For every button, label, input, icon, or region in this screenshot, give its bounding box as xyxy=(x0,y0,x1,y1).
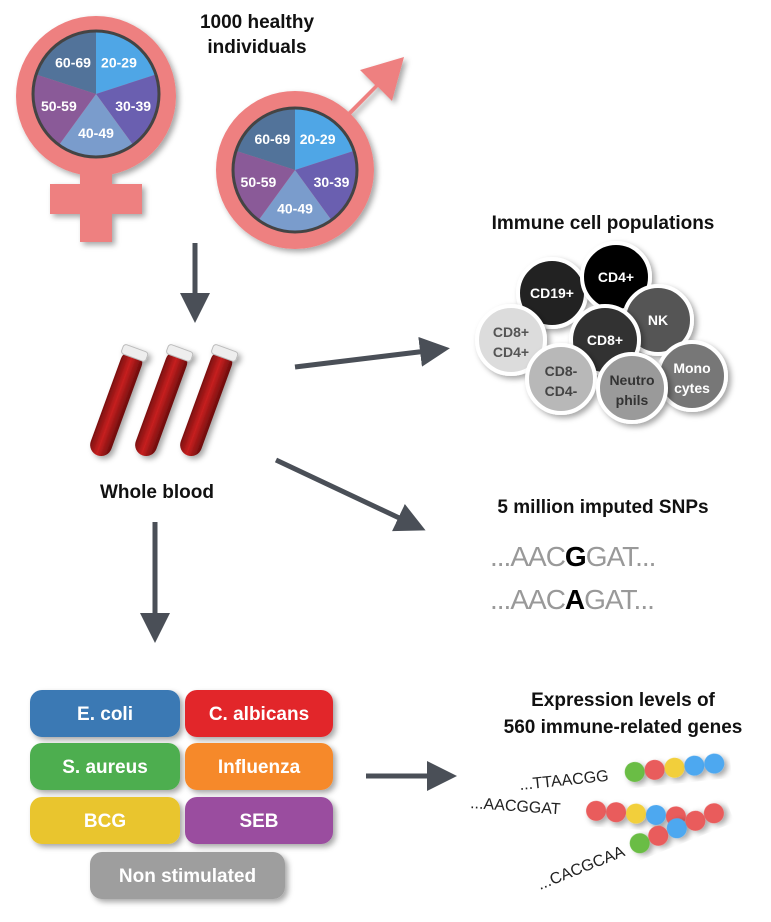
expression-title-line2: 560 immune-related genes xyxy=(504,717,743,738)
expression-dot xyxy=(666,818,687,839)
pie-outline xyxy=(31,29,161,159)
expression-dot xyxy=(645,804,666,825)
cell-label: CD4- xyxy=(545,383,578,399)
pie-slice-50-59 xyxy=(33,74,96,145)
cell-label: CD8+ xyxy=(493,324,529,340)
age-label: 40-49 xyxy=(78,125,114,141)
pie-outline xyxy=(231,106,359,234)
stimulus-label: S. aureus xyxy=(62,757,148,778)
expression-dot xyxy=(606,802,627,823)
age-label: 60-69 xyxy=(254,131,290,147)
cell-label: phils xyxy=(616,392,649,408)
immune-title: Immune cell populations xyxy=(492,213,715,234)
expression-dot xyxy=(685,810,706,831)
cell-label: NK xyxy=(648,312,668,328)
expression-dot xyxy=(684,755,705,776)
cell-cd8cd4: CD8+ CD4+ xyxy=(475,304,547,376)
svg-text:...AACAGAT...: ...AACAGAT... xyxy=(490,584,654,615)
pie-slice-30-39 xyxy=(96,74,159,145)
pie-slice-60-69 xyxy=(236,108,295,170)
expression-dot xyxy=(648,825,669,846)
pie-slice-20-29 xyxy=(295,108,354,170)
stimulus-e-coli: E. coli xyxy=(30,690,180,737)
stimulus-s-aureus: S. aureus xyxy=(30,743,180,790)
stimulus-label: Non stimulated xyxy=(119,866,256,887)
stimulus-label: SEB xyxy=(239,811,278,832)
cell-nk: NK xyxy=(622,284,694,356)
cell-cd8cd4: CD8- CD4- xyxy=(525,343,597,415)
pie-slice-30-39 xyxy=(295,150,357,221)
expression-dot xyxy=(704,753,725,774)
gene-string: ...AACGGAT xyxy=(459,795,710,831)
stimuli-panel: E. coli C. albicans S. aureus Influenza BCG S… xyxy=(30,690,333,899)
cell-label: CD4+ xyxy=(493,344,529,360)
snp-sequence-2: ...AACAGAT... xyxy=(490,584,655,615)
cohort-title-line2: individuals xyxy=(207,37,306,58)
gene-sequence: ...CACGCAA xyxy=(535,843,627,894)
age-label: 50-59 xyxy=(41,98,77,114)
stimulus-label: Influenza xyxy=(218,757,301,778)
stimulus-seb: SEB xyxy=(185,797,333,844)
expression-dot xyxy=(644,759,665,780)
snps-title: 5 million imputed SNPs xyxy=(497,497,708,518)
cohort-title-line1: 1000 healthy xyxy=(200,12,314,33)
cell-label: Neutro xyxy=(609,372,654,388)
stimulus-label: E. coli xyxy=(77,704,133,725)
stimulus-label: C. albicans xyxy=(209,704,309,725)
stimulus-non-stimulated: Non stimulated xyxy=(90,852,285,899)
arrow-to-snps xyxy=(274,457,426,532)
age-label: 30-39 xyxy=(314,174,350,190)
expression-dot xyxy=(586,800,607,821)
cell-monocytes: Mono cytes xyxy=(656,340,728,412)
cell-neutrophils: Neutro phils xyxy=(596,352,668,424)
expression-title-line1: Expression levels of xyxy=(531,690,715,711)
snp-allele-1: G xyxy=(565,541,586,572)
arrow-to-immune-cells xyxy=(294,336,450,370)
expression-dot xyxy=(624,761,645,782)
gene-sequence: ...AACGGAT xyxy=(470,795,562,818)
gene-expression-strings: ...TTAACGG...AACGGAT ...CACGCAA xyxy=(459,753,765,899)
age-label: 50-59 xyxy=(241,174,277,190)
stimulus-influenza: Influenza xyxy=(185,743,333,790)
cell-label: CD4+ xyxy=(598,269,634,285)
stimulus-c-albicans: C. albicans xyxy=(185,690,333,737)
expression-dot xyxy=(703,803,724,824)
pie-slice-60-69 xyxy=(36,31,96,94)
age-label: 20-29 xyxy=(101,54,137,70)
pie-slice-40-49 xyxy=(58,94,134,157)
expression-dot xyxy=(629,833,650,854)
blood-tubes-icon xyxy=(90,344,239,457)
age-label: 40-49 xyxy=(277,200,313,216)
expression-dot xyxy=(664,757,685,778)
expression-dot xyxy=(626,803,647,824)
svg-text:...AACGGAT...: ...AACGGAT... xyxy=(490,541,655,572)
cell-label: Mono xyxy=(673,360,710,376)
gene-string: ...TTAACGG xyxy=(510,753,760,797)
cell-label: CD19+ xyxy=(530,285,574,301)
immune-cell-cluster: CD19+ CD4+ NK CD8+ CD4+ CD8+ Mono cytes CD8- CD4-… xyxy=(475,241,728,424)
pie-slice-40-49 xyxy=(258,170,332,233)
age-label: 30-39 xyxy=(115,98,151,114)
cell-label: CD8- xyxy=(545,363,578,379)
cell-cd4: CD4+ xyxy=(580,241,652,313)
age-label: 20-29 xyxy=(300,131,336,147)
pie-slice-50-59 xyxy=(233,150,295,221)
whole-blood-label: Whole blood xyxy=(100,482,214,503)
stimulus-bcg: BCG xyxy=(30,797,180,844)
cell-label: CD8+ xyxy=(587,332,623,348)
snp-sequence-1: ...AACGGAT... xyxy=(490,541,656,572)
age-label: 60-69 xyxy=(55,54,91,70)
snp-allele-2: A xyxy=(565,584,585,615)
cell-label: cytes xyxy=(674,380,710,396)
pie-slice-20-29 xyxy=(96,31,156,94)
stimulus-label: BCG xyxy=(84,811,126,832)
